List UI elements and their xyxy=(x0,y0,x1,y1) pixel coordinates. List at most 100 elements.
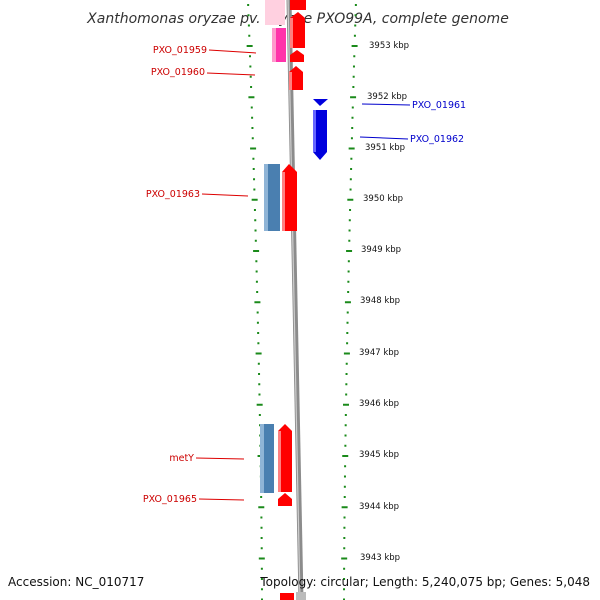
minor-tick xyxy=(350,157,353,160)
gene-bar-top xyxy=(265,0,285,25)
scale-label: 3952 kbp xyxy=(367,92,407,102)
scale-label: 3946 kbp xyxy=(359,399,399,409)
major-tick xyxy=(256,403,263,406)
cds-arrow-pxo-01959-shade xyxy=(290,18,293,48)
minor-tick xyxy=(343,578,346,580)
minor-tick xyxy=(247,14,250,17)
leader-pxo-01959 xyxy=(208,49,257,54)
minor-tick xyxy=(353,55,356,58)
minor-tick xyxy=(352,65,355,68)
leader-pxo-01960 xyxy=(206,72,256,76)
minor-tick xyxy=(254,239,257,242)
minor-tick xyxy=(252,168,255,170)
minor-tick xyxy=(346,321,349,324)
major-tick xyxy=(258,506,265,509)
minor-tick xyxy=(255,270,258,273)
minor-tick xyxy=(354,14,357,17)
minor-tick xyxy=(343,588,346,591)
minor-tick xyxy=(256,311,259,314)
minor-tick xyxy=(344,465,347,468)
cds-bottom-partial xyxy=(280,593,294,600)
minor-tick xyxy=(347,291,350,293)
minor-tick xyxy=(260,567,263,570)
cds-arrow-mety-shade xyxy=(278,431,281,492)
cds-arrow-pxo-01962-shade xyxy=(313,110,316,152)
minor-tick xyxy=(260,516,263,519)
scale-label: 3949 kbp xyxy=(361,245,401,255)
minor-tick xyxy=(346,342,349,345)
major-tick xyxy=(344,301,351,304)
minor-tick xyxy=(354,24,357,27)
minor-tick xyxy=(350,137,353,140)
cds-arrow-pxo-01960 xyxy=(289,66,303,90)
minor-tick xyxy=(254,219,257,222)
minor-tick xyxy=(345,393,348,396)
leader-mety xyxy=(195,457,245,460)
accession-text: Accession: NC_010717 xyxy=(8,575,144,589)
gene-label-pxo-01960: PXO_01960 xyxy=(151,67,205,78)
scale-label: 3948 kbp xyxy=(360,296,400,306)
cds-top-partial xyxy=(290,0,306,10)
minor-tick xyxy=(343,496,346,498)
minor-tick xyxy=(344,424,347,427)
minor-tick xyxy=(258,393,261,396)
minor-tick xyxy=(257,342,260,345)
minor-tick xyxy=(257,332,260,334)
minor-tick xyxy=(250,106,253,109)
minor-tick xyxy=(260,496,263,498)
minor-tick xyxy=(343,516,346,519)
leader-pxo-01961 xyxy=(361,103,411,106)
minor-tick xyxy=(351,106,354,109)
scale-label: 3945 kbp xyxy=(359,450,399,460)
minor-tick xyxy=(350,168,353,170)
minor-tick xyxy=(247,24,250,27)
minor-tick xyxy=(346,332,349,334)
minor-tick xyxy=(347,270,350,273)
minor-tick xyxy=(344,444,347,447)
minor-tick xyxy=(346,311,349,314)
minor-tick xyxy=(349,188,352,191)
major-tick xyxy=(246,45,253,47)
minor-tick xyxy=(343,537,346,539)
minor-tick xyxy=(343,485,346,488)
minor-tick xyxy=(344,434,347,437)
gene-label-pxo-01963: PXO_01963 xyxy=(146,189,200,200)
cds-arrow-pxo-01963-shade xyxy=(282,172,285,231)
minor-tick xyxy=(354,4,357,6)
right-tick-track xyxy=(341,4,358,600)
minor-tick xyxy=(345,383,348,386)
major-tick xyxy=(253,250,260,252)
gene-label-mety: metY xyxy=(169,453,194,464)
minor-tick xyxy=(260,547,263,550)
minor-tick xyxy=(343,547,346,550)
cds-arrow-pxo-01962 xyxy=(313,110,327,160)
gene-bar-pxo-01963-shade xyxy=(264,164,268,231)
minor-tick xyxy=(249,65,252,68)
major-tick xyxy=(343,403,350,406)
scale-label: 3950 kbp xyxy=(363,194,403,204)
major-tick xyxy=(342,455,349,457)
minor-tick xyxy=(251,137,254,140)
minor-tick xyxy=(253,178,256,181)
minor-tick xyxy=(351,127,354,129)
left-tick-track xyxy=(246,4,265,600)
minor-tick xyxy=(251,127,254,129)
scale-label: 3953 kbp xyxy=(369,41,409,51)
gene-label-pxo-01965: PXO_01965 xyxy=(143,494,197,505)
cds-arrow-pxo-01965 xyxy=(278,493,292,506)
minor-tick xyxy=(249,75,252,78)
minor-tick xyxy=(349,178,352,181)
minor-tick xyxy=(255,280,258,283)
minor-tick xyxy=(258,373,261,375)
minor-tick xyxy=(252,157,255,160)
scale-label: 3943 kbp xyxy=(360,553,400,563)
minor-tick xyxy=(348,229,351,232)
minor-tick xyxy=(343,526,346,529)
minor-tick xyxy=(255,260,258,263)
major-tick xyxy=(250,147,257,150)
minor-tick xyxy=(260,588,263,591)
minor-tick xyxy=(253,209,256,211)
minor-tick xyxy=(258,383,261,386)
leader-pxo-01965 xyxy=(198,498,245,501)
major-tick xyxy=(258,557,265,560)
